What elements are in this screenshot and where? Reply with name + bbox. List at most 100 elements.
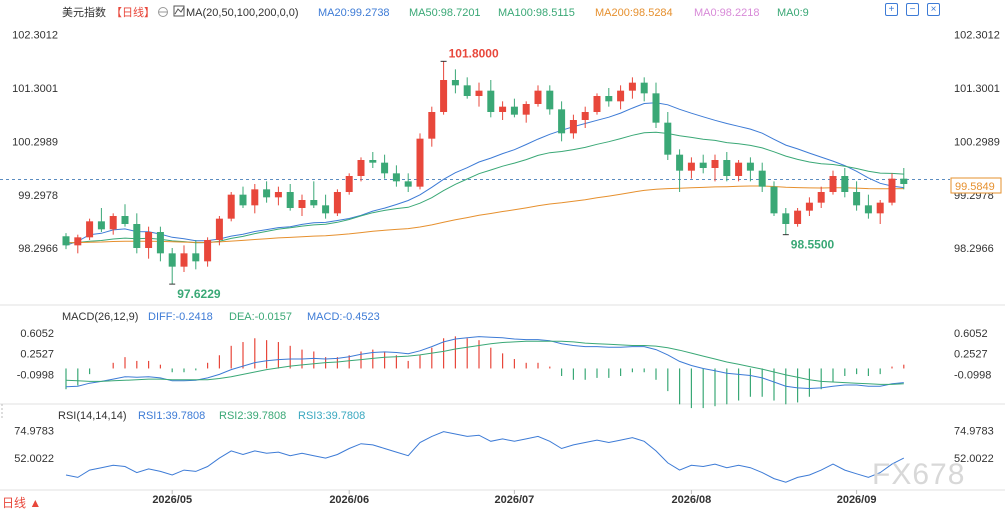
candle-body (133, 224, 141, 248)
rsi-title: RSI(14,14,14) (58, 410, 126, 422)
candle-body (770, 186, 778, 214)
macd-series (65, 336, 905, 409)
candle-body (251, 189, 259, 206)
x-tick-label: 2026/05 (152, 494, 192, 506)
x-tick-labels: 2026/05 2026/06 2026/07 2026/08 2026/09 (152, 490, 876, 506)
x-tick-label: 2026/09 (837, 494, 877, 506)
period-selector-button[interactable]: 日线 ▲ (2, 496, 42, 510)
candle-body (97, 221, 105, 230)
rsi-tick-left: 52.0022 (14, 453, 54, 465)
candle-body (180, 253, 188, 267)
grid-lines (0, 304, 1005, 491)
candle-body (829, 176, 837, 192)
candle-body (322, 205, 330, 214)
price-tick-right: 100.2989 (954, 136, 1000, 148)
price-tick-left: 102.3012 (12, 30, 58, 42)
price-tick-left: 99.2978 (18, 190, 58, 202)
candle-body (345, 176, 353, 192)
candle-body (746, 162, 754, 171)
candle-body (168, 253, 176, 267)
candle-body (876, 202, 884, 214)
candle-body (558, 109, 566, 134)
ma0-label-1: MA0:98.2218 (694, 7, 759, 19)
period-label[interactable]: 【日线】 (111, 5, 155, 19)
rsi-series (65, 431, 905, 483)
candle-body (652, 93, 660, 123)
candle-body (381, 162, 389, 174)
ma20-label: MA20:99.2738 (318, 7, 390, 19)
rsi-tick-right: 74.9783 (954, 425, 994, 437)
candle-body (239, 194, 247, 206)
candle-body (676, 154, 684, 171)
last-price-tag (950, 177, 1002, 194)
candle-body (333, 192, 341, 214)
candle-body (900, 178, 908, 184)
candle-body (841, 176, 849, 192)
candle-body (145, 232, 153, 248)
last-price-value: 99.5849 (955, 181, 995, 193)
candle-body (499, 106, 507, 112)
rsi3-label: RSI3:39.7808 (298, 410, 365, 422)
candle-body (451, 80, 459, 86)
annotation-label: 98.5500 (791, 238, 835, 252)
rsi-line (65, 431, 905, 483)
candle-body (428, 112, 436, 139)
ma50-line (65, 131, 904, 244)
candle-body (640, 82, 648, 94)
candle-body (593, 96, 601, 112)
ma-params-label: MA(20,50,100,200,0,0) (186, 7, 299, 19)
candle-body (274, 192, 282, 198)
add-indicator-button[interactable]: + (885, 3, 898, 16)
close-button[interactable]: × (927, 3, 940, 16)
price-tick-left: 98.2966 (18, 243, 58, 255)
macd-tick-left: 0.6052 (20, 328, 54, 340)
ma100-label: MA100:98.5115 (498, 7, 575, 19)
candle-body (62, 236, 70, 246)
candle-body (805, 202, 813, 211)
candle-body (263, 189, 271, 198)
panel-toolbar: + − × (885, 3, 940, 16)
candle-body (758, 170, 766, 187)
ma50-label: MA50:98.7201 (409, 7, 481, 19)
macd-tick-right: -0.0998 (954, 369, 991, 381)
candle-body (711, 160, 719, 168)
annotation-label: 97.6229 (177, 287, 221, 301)
price-tick-right: 98.2966 (954, 243, 994, 255)
y-tick-labels: 102.3012 102.3012 101.3001 101.3001 100.2989… (12, 30, 1000, 466)
candle-body (794, 210, 802, 224)
candle-body (546, 90, 554, 110)
moving-average-lines (65, 102, 904, 246)
candle-body (404, 181, 412, 187)
candle-body (817, 192, 825, 203)
candle-body (440, 80, 448, 112)
rsi2-label: RSI2:39.7808 (219, 410, 286, 422)
brand-watermark: FX678 (872, 458, 966, 491)
candle-body (416, 138, 424, 187)
candle-body (664, 122, 672, 155)
candle-body (735, 162, 743, 176)
candle-body (310, 200, 318, 206)
price-annotations: 101.8000 97.6229 98.5500 (169, 46, 835, 301)
candle-body (215, 218, 223, 240)
minimize-button[interactable]: − (906, 3, 919, 16)
candlestick-series (62, 61, 908, 285)
candle-body (782, 213, 790, 224)
candle-body (298, 200, 306, 208)
candle-body (864, 205, 872, 214)
swap-icon[interactable] (158, 7, 168, 17)
rsi1-label: RSI1:39.7808 (138, 410, 205, 422)
candle-body (569, 120, 577, 134)
candle-body (723, 160, 731, 176)
candle-body (628, 82, 636, 91)
macd-diff-label: DIFF:-0.2418 (148, 311, 213, 323)
candle-body (86, 221, 94, 238)
candle-body (227, 194, 235, 219)
candle-body (510, 106, 518, 115)
candle-body (687, 162, 695, 171)
ma-indicator-icon[interactable] (173, 5, 185, 17)
macd-tick-right: 0.6052 (954, 328, 988, 340)
x-tick-label: 2026/06 (329, 494, 369, 506)
ma200-label: MA200:98.5284 (595, 7, 673, 19)
candle-body (204, 240, 212, 262)
